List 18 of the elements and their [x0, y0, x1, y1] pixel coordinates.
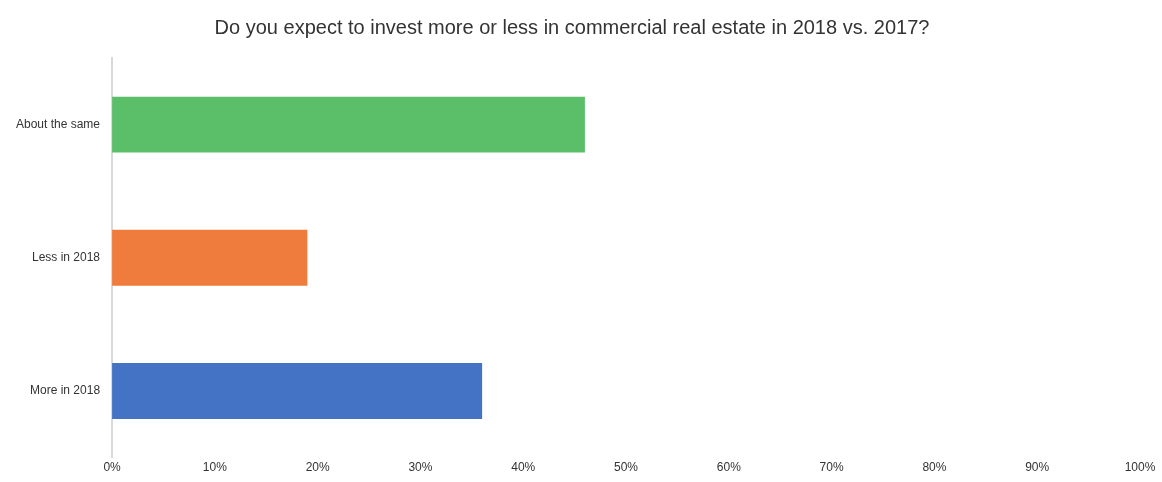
x-tick-label: 90% [1025, 460, 1050, 475]
bar [112, 363, 483, 419]
y-tick-label: More in 2018 [30, 383, 101, 398]
x-tick-label: 50% [614, 460, 639, 475]
x-tick-label: 10% [202, 460, 228, 475]
x-tick-label: 30% [408, 460, 433, 475]
x-tick-label: 60% [716, 460, 742, 475]
x-tick-label: 0% [103, 460, 122, 475]
y-tick-label: About the same [15, 116, 101, 131]
x-tick-label: 20% [305, 460, 330, 475]
bar [112, 229, 308, 286]
x-tick-label: 70% [819, 460, 844, 475]
x-tick-label: 80% [922, 460, 947, 475]
x-tick-label: 100% [1124, 460, 1156, 475]
y-tick-label: Less in 2018 [31, 250, 101, 265]
chart-title: Do you expect to invest more or less in commercial real estate in 2018 vs. 2017? [214, 15, 930, 38]
bar [112, 96, 585, 153]
x-tick-label: 40% [511, 460, 536, 475]
